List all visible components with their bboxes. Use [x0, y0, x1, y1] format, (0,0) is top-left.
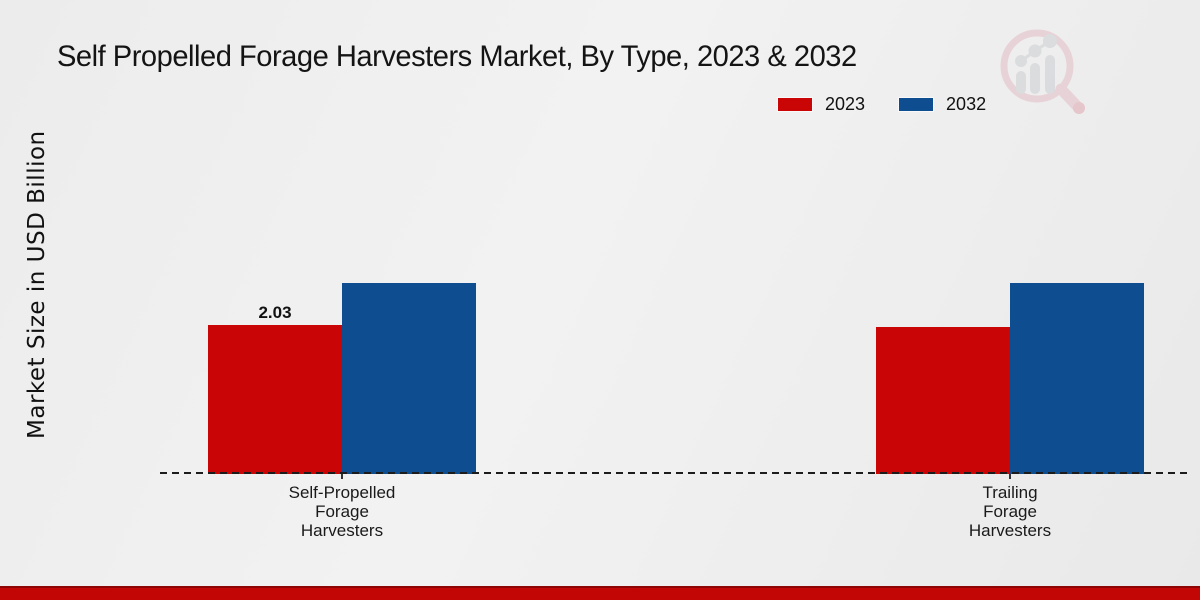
legend-swatch-2023 [778, 98, 812, 111]
legend-label-2023: 2023 [825, 94, 866, 114]
bar-value-label-2023-0: 2.03 [258, 303, 292, 322]
legend-swatch-2032 [899, 98, 934, 111]
bar-2032-category-1 [1010, 283, 1144, 474]
legend-item-2032: 2032 [899, 94, 986, 115]
chart-title: Self Propelled Forage Harvesters Market,… [57, 40, 857, 73]
bar-2032-category-0 [342, 283, 476, 474]
category-label-0: Self-Propelled Forage Harvesters [288, 483, 396, 540]
market-research-logo-icon [1000, 29, 1085, 114]
plot-area [208, 283, 1144, 474]
legend: 2023 2032 [778, 94, 986, 115]
x-axis-dashed-baseline [160, 472, 1190, 474]
category-label-1: Trailing Forage Harvesters [968, 483, 1052, 540]
legend-item-2023: 2023 [778, 94, 865, 115]
x-axis-tick-0 [341, 474, 343, 479]
footer-accent-bar [0, 586, 1200, 600]
x-axis-tick-1 [1009, 474, 1011, 479]
legend-label-2032: 2032 [946, 94, 987, 114]
bar-2023-category-1 [876, 327, 1010, 474]
bar-2023-category-0 [208, 325, 342, 474]
